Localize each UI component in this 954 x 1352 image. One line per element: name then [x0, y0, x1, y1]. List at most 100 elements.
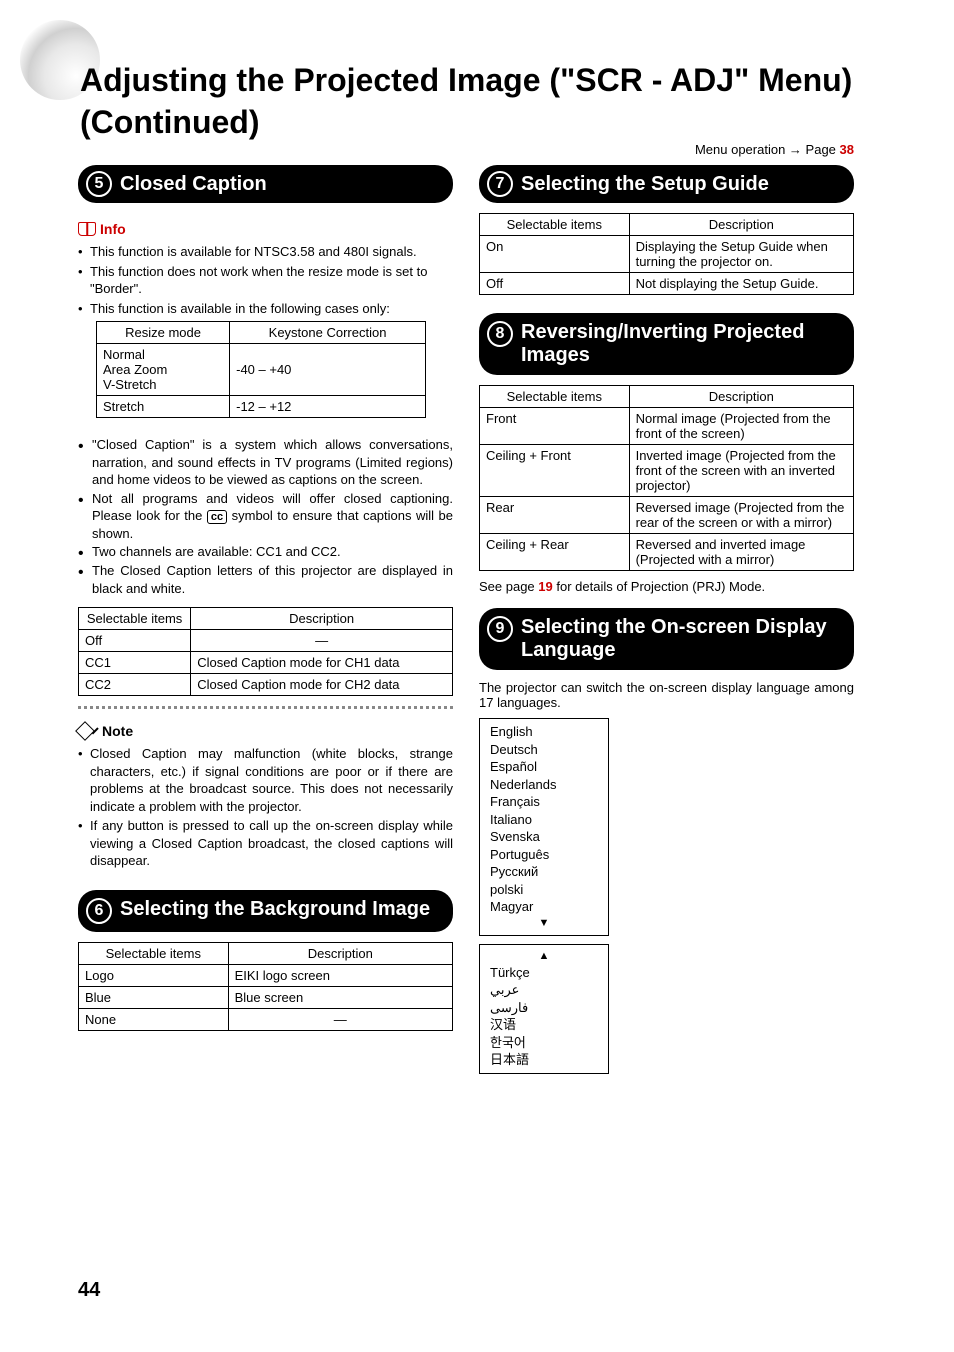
language-item: عربي	[490, 981, 598, 999]
table-row: Ceiling + Front Inverted image (Projecte…	[480, 445, 854, 497]
see-page-prefix: See page	[479, 579, 538, 594]
table-cell: Ceiling + Front	[480, 445, 630, 497]
see-page-num: 19	[538, 579, 552, 594]
language-item: English	[490, 723, 598, 741]
body-bullet: The Closed Caption letters of this proje…	[78, 562, 453, 597]
table-cell: Normal Area Zoom V-Stretch	[97, 344, 230, 396]
language-item: Русский	[490, 863, 598, 881]
section-5-title: Closed Caption	[120, 173, 267, 196]
section-8-header: 8 Reversing/Inverting Projected Images	[479, 313, 854, 375]
info-text: Info	[100, 221, 126, 237]
section-7-number: 7	[487, 171, 513, 197]
table-row: Ceiling + Rear Reversed and inverted ima…	[480, 534, 854, 571]
table-cell: CC1	[79, 652, 191, 674]
table-cell: Closed Caption mode for CH2 data	[191, 674, 453, 696]
table-header: Resize mode	[97, 322, 230, 344]
table-header: Description	[228, 942, 452, 964]
section-7-header: 7 Selecting the Setup Guide	[479, 165, 854, 203]
body-bullet-list: "Closed Caption" is a system which allow…	[78, 436, 453, 597]
table-cell: —	[228, 1008, 452, 1030]
info-bullet: This function is available for NTSC3.58 …	[78, 243, 453, 261]
table-row: Rear Reversed image (Projected from the …	[480, 497, 854, 534]
table-cell: Reversed and inverted image (Projected w…	[629, 534, 853, 571]
table-cell: Displaying the Setup Guide when turning …	[629, 236, 853, 273]
table-cell: Stretch	[97, 396, 230, 418]
triangle-up-icon: ▲	[490, 949, 598, 964]
body-bullet: Two channels are available: CC1 and CC2.	[78, 543, 453, 561]
section-8-title: Reversing/Inverting Projected Images	[521, 321, 842, 367]
language-item: 汉语	[490, 1016, 598, 1034]
table-row: Off Not displaying the Setup Guide.	[480, 273, 854, 295]
table-header: Description	[629, 214, 853, 236]
resize-mode-table: Resize mode Keystone Correction Normal A…	[96, 321, 426, 418]
table-header: Selectable items	[79, 942, 229, 964]
page-number: 44	[78, 1279, 100, 1302]
cc-table: Selectable items Description Off — CC1 C…	[78, 607, 453, 696]
table-header-row: Selectable items Description	[480, 214, 854, 236]
table-cell: Logo	[79, 964, 229, 986]
menu-operation-ref: Menu operation → Page 38	[695, 142, 854, 157]
table-cell: EIKI logo screen	[228, 964, 452, 986]
table-row: CC1 Closed Caption mode for CH1 data	[79, 652, 453, 674]
section-9-number: 9	[487, 616, 513, 642]
info-bullet: This function does not work when the res…	[78, 263, 453, 298]
language-item: Türkçe	[490, 964, 598, 982]
table-row: On Displaying the Setup Guide when turni…	[480, 236, 854, 273]
section-9-title: Selecting the On-screen Display Language	[521, 616, 842, 662]
language-item: Svenska	[490, 828, 598, 846]
table-cell: Inverted image (Projected from the front…	[629, 445, 853, 497]
language-item: Nederlands	[490, 776, 598, 794]
note-bullet: If any button is pressed to call up the …	[78, 817, 453, 870]
table-row: Normal Area Zoom V-Stretch -40 – +40	[97, 344, 426, 396]
menu-op-page-label: Page	[806, 142, 840, 157]
section-5-header: 5 Closed Caption	[78, 165, 453, 203]
table-cell: —	[191, 630, 453, 652]
info-icon	[78, 222, 96, 236]
language-item: Italiano	[490, 811, 598, 829]
note-text: Note	[102, 723, 133, 739]
table-cell: Reversed image (Projected from the rear …	[629, 497, 853, 534]
table-header: Selectable items	[480, 214, 630, 236]
body-bullet: "Closed Caption" is a system which allow…	[78, 436, 453, 489]
table-cell: None	[79, 1008, 229, 1030]
table-cell: Normal image (Projected from the front o…	[629, 408, 853, 445]
section-6-title: Selecting the Background Image	[120, 898, 430, 921]
table-row: Front Normal image (Projected from the f…	[480, 408, 854, 445]
table-header: Keystone Correction	[230, 322, 426, 344]
section-9-intro: The projector can switch the on-screen d…	[479, 680, 854, 710]
left-column: 5 Closed Caption Info This function is a…	[78, 165, 453, 1082]
table-row: CC2 Closed Caption mode for CH2 data	[79, 674, 453, 696]
triangle-down-icon: ▼	[490, 916, 598, 931]
table-header-row: Selectable items Description	[79, 942, 453, 964]
language-item: Português	[490, 846, 598, 864]
table-cell: Rear	[480, 497, 630, 534]
section-5-number: 5	[86, 171, 112, 197]
language-item: 日本語	[490, 1051, 598, 1069]
note-bullet: Closed Caption may malfunction (white bl…	[78, 745, 453, 815]
section-7-title: Selecting the Setup Guide	[521, 173, 769, 196]
table-row: Blue Blue screen	[79, 986, 453, 1008]
setup-guide-table: Selectable items Description On Displayi…	[479, 213, 854, 295]
info-bullet: This function is available in the follow…	[78, 300, 453, 318]
language-item: فارسی	[490, 999, 598, 1017]
table-cell: Blue	[79, 986, 229, 1008]
table-row: Stretch -12 – +12	[97, 396, 426, 418]
table-cell: Not displaying the Setup Guide.	[629, 273, 853, 295]
language-box-2: ▲ Türkçe عربي فارسی 汉语 한국어 日本語	[479, 944, 609, 1074]
page-title: Adjusting the Projected Image ("SCR - AD…	[80, 60, 954, 143]
language-box-1: English Deutsch Español Nederlands Franç…	[479, 718, 609, 936]
table-cell: Closed Caption mode for CH1 data	[191, 652, 453, 674]
table-header: Description	[191, 608, 453, 630]
table-row: None —	[79, 1008, 453, 1030]
language-item: Magyar	[490, 898, 598, 916]
table-row: Off —	[79, 630, 453, 652]
language-item: polski	[490, 881, 598, 899]
see-page-suffix: for details of Projection (PRJ) Mode.	[553, 579, 765, 594]
language-item: Deutsch	[490, 741, 598, 759]
language-item: 한국어	[490, 1034, 598, 1052]
language-item: Français	[490, 793, 598, 811]
info-label: Info	[78, 221, 453, 237]
arrow-right-icon: →	[789, 142, 802, 157]
body-bullet: Not all programs and videos will offer c…	[78, 490, 453, 543]
info-bullet-list: This function is available for NTSC3.58 …	[78, 243, 453, 317]
